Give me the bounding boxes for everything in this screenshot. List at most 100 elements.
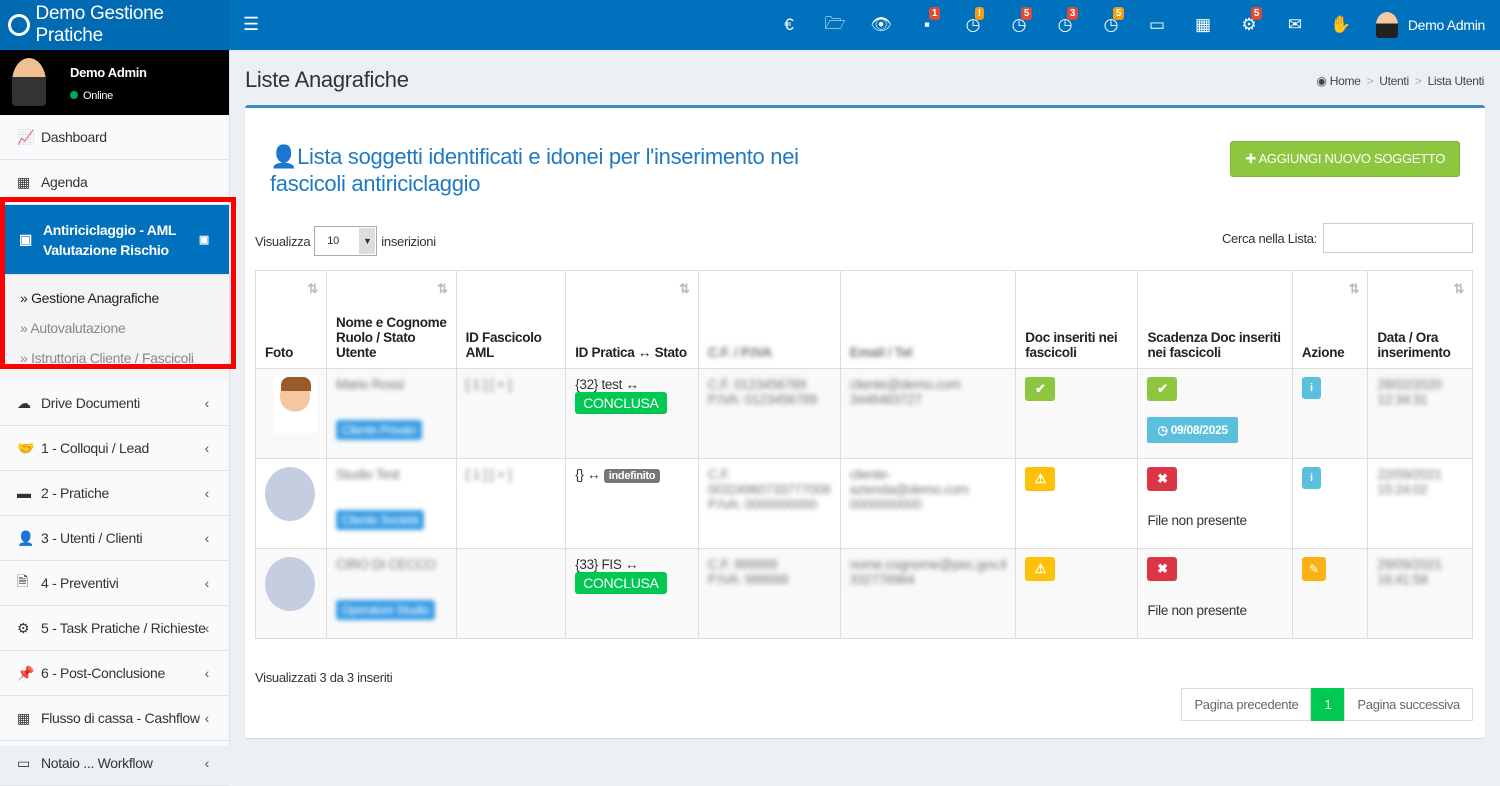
breadcrumb-home[interactable]: Home xyxy=(1329,74,1361,88)
add-subject-button[interactable]: ✚ AGGIUNGI NUOVO SOGGETTO xyxy=(1230,141,1460,177)
name-cell: Studio Test Cliente Società xyxy=(326,458,457,549)
email: cliente@demo.com xyxy=(849,377,961,392)
eye-icon[interactable]: 👁 xyxy=(870,15,892,34)
pratica-id[interactable]: {32} test ↔ xyxy=(575,377,639,392)
submenu-item[interactable]: » Gestione Anagrafiche xyxy=(20,290,159,306)
table-info: Visualizzati 3 da 3 inseriti xyxy=(255,670,393,685)
user-icon: 👤 xyxy=(270,144,298,169)
search-input[interactable] xyxy=(1323,223,1473,253)
clock-icon[interactable]: ◷! xyxy=(950,7,996,35)
label-line1: Antiriciclaggio - AML xyxy=(43,221,177,238)
insert-date: 28/02/2020 xyxy=(1377,377,1442,392)
column-header[interactable]: Data / Ora inserimento ⇅ xyxy=(1367,270,1473,369)
avatar xyxy=(1375,12,1398,38)
sidebar-item-label: Dashboard xyxy=(41,129,107,145)
breadcrumb-current: Lista Utenti xyxy=(1427,74,1485,88)
page-1-button[interactable]: 1 xyxy=(1311,688,1345,721)
sidebar-item[interactable]: 🗎 4 - Preventivi ‹ xyxy=(0,561,229,606)
photo-cell xyxy=(255,458,327,549)
header-label: Nome e Cognome Ruolo / Stato Utente xyxy=(336,315,447,360)
column-header[interactable]: Foto ⇅ xyxy=(255,270,327,369)
chevron-left-icon: ‹ xyxy=(204,395,210,411)
column-header[interactable]: C.F. / P.IVA xyxy=(697,270,841,369)
submenu-label: Gestione Anagrafiche xyxy=(31,290,159,306)
pratica-cell: {} ↔ indefinito xyxy=(565,458,699,549)
chevron-left-icon: ‹ xyxy=(204,620,210,636)
envelope-icon[interactable]: ✉ xyxy=(1287,15,1302,34)
calendar-grid-icon[interactable]: ▦ xyxy=(1194,15,1211,34)
fascicolo-id[interactable]: [ 1 ] [ + ] xyxy=(465,467,512,482)
column-header[interactable]: Nome e Cognome Ruolo / Stato Utente ⇅ xyxy=(326,270,457,369)
file-missing-text: File non presente xyxy=(1147,513,1247,528)
clock-icon[interactable]: ◷ 5 xyxy=(996,7,1042,35)
prev-page-button[interactable]: Pagina precedente xyxy=(1181,688,1312,721)
gears-icon[interactable]: ⚙ 5 xyxy=(1226,7,1272,35)
cf-cell: C.F. 00324960733777009 P.IVA: 0000000000 xyxy=(697,458,841,549)
fascicolo-cell: [ 1 ] [ + ] xyxy=(455,458,567,549)
date-cell: 22/09/2021 15:24:02 xyxy=(1367,458,1473,549)
sidebar-item-antiriciclaggio[interactable]: ▣ Antiriciclaggio - AML Valutazione Risch… xyxy=(0,205,229,275)
info-button[interactable]: i xyxy=(1301,377,1321,399)
sidebar-item[interactable]: 🤝 1 - Colloqui / Lead ‹ xyxy=(0,426,229,471)
search-label: Cerca nella Lista: xyxy=(1221,230,1317,246)
breadcrumb-utenti[interactable]: Utenti xyxy=(1379,74,1409,88)
sidebar-item-label: 4 - Preventivi xyxy=(41,575,119,591)
page-length-select[interactable]: 10 ▼ xyxy=(314,226,378,256)
status-badge: indefinito xyxy=(603,469,661,483)
user-name: Demo Admin xyxy=(70,65,147,80)
submenu-item[interactable]: » Istruttoria Cliente / Fascicoli xyxy=(20,350,194,366)
chevron-left-icon: ‹ xyxy=(204,710,210,726)
notification-badge: 3 xyxy=(1066,7,1079,20)
menu-icon: 📌 xyxy=(17,664,35,681)
sidebar-item[interactable]: ☁ Drive Documenti ‹ xyxy=(0,381,229,426)
header-label: Azione xyxy=(1301,345,1345,360)
column-header[interactable]: ID Pratica ↔ Stato ⇅ xyxy=(565,270,699,369)
clock-icon: ◷ xyxy=(1157,423,1171,437)
euro-icon[interactable]: € xyxy=(784,15,794,34)
chevron-left-icon: ‹ xyxy=(204,440,210,456)
insert-time: 12:34:31 xyxy=(1377,392,1428,407)
next-page-button[interactable]: Pagina successiva xyxy=(1344,688,1473,721)
column-header[interactable]: Doc inseriti nei fascicoli xyxy=(1015,270,1139,369)
expiry-date-badge: ◷ 09/08/2025 xyxy=(1147,417,1238,443)
column-header[interactable]: Email / Tel xyxy=(839,270,1017,369)
page-length: Visualizza 10 ▼ inserizioni xyxy=(255,226,436,256)
sidebar-item[interactable]: ▬ 2 - Pratiche ‹ xyxy=(0,471,229,516)
hand-icon[interactable]: ✋ xyxy=(1330,15,1352,34)
sidebar-item[interactable]: ▦ Agenda xyxy=(0,160,229,205)
sidebar-item[interactable]: ▭ Notaio ... Workflow ‹ xyxy=(0,741,229,786)
status-badge: CONCLUSA xyxy=(575,392,667,414)
pratica-id[interactable]: {33} FIS ↔ xyxy=(575,557,639,572)
user-name: Demo Admin xyxy=(1407,17,1485,33)
submenu-label: Istruttoria Cliente / Fascicoli xyxy=(31,350,194,366)
pratica-cell: {33} FIS ↔ CONCLUSA xyxy=(565,548,699,639)
column-header[interactable]: Azione ⇅ xyxy=(1291,270,1369,369)
codice-fiscale: C.F. 00324960733777009 xyxy=(707,467,831,497)
app-logo[interactable]: Demo Gestione Pratiche xyxy=(0,0,230,50)
menu-toggle-icon[interactable]: ☰ xyxy=(243,14,259,34)
info-button[interactable]: i xyxy=(1301,467,1321,489)
column-header[interactable]: ID Fascicolo AML xyxy=(455,270,567,369)
sidebar-item[interactable]: ▦ Flusso di cassa - Cashflow ‹ xyxy=(0,696,229,741)
clock-icon[interactable]: ◷ 3 xyxy=(1042,7,1088,35)
sidebar-item[interactable]: 👤 3 - Utenti / Clienti ‹ xyxy=(0,516,229,561)
menu-icon: 🗎 xyxy=(17,573,28,589)
user-menu[interactable]: Demo Admin xyxy=(1364,12,1500,38)
sidebar-item[interactable]: 📈 Dashboard xyxy=(0,115,229,160)
fascicolo-id[interactable]: [ 1 ] [ + ] xyxy=(465,377,512,392)
column-header[interactable]: Scadenza Doc inseriti nei fascicoli xyxy=(1137,270,1293,369)
sidebar-item[interactable]: 📌 6 - Post-Conclusione ‹ xyxy=(0,651,229,696)
notification-badge: 5 xyxy=(1250,7,1263,20)
user-photo-placeholder xyxy=(265,557,315,611)
inbox-icon[interactable]: ▪ 1 xyxy=(904,7,950,35)
submenu-item[interactable]: » Autovalutazione xyxy=(20,320,126,336)
action-cell: i xyxy=(1291,458,1369,549)
edit-button[interactable]: ✎ xyxy=(1301,557,1326,581)
folder-open-icon[interactable]: 🗁 xyxy=(824,13,846,33)
clock-icon[interactable]: ◷ 5 xyxy=(1088,7,1134,35)
pratica-cell: {32} test ↔ CONCLUSA xyxy=(565,368,699,459)
sidebar-item[interactable]: ⚙ 5 - Task Pratiche / Richieste ‹ xyxy=(0,606,229,651)
pratica-id[interactable]: {} ↔ xyxy=(575,467,601,482)
calendar-icon[interactable]: ▭ xyxy=(1148,15,1165,34)
add-subject-label: AGGIUNGI NUOVO SOGGETTO xyxy=(1258,151,1446,166)
